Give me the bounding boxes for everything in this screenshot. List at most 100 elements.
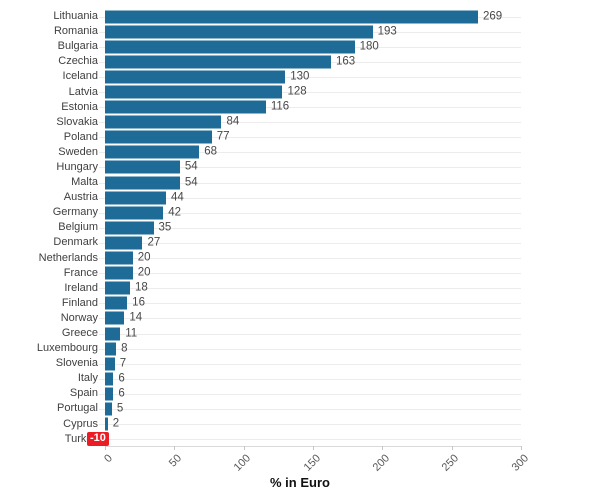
bar [105,206,164,220]
x-tick-label: 250 [439,452,462,474]
x-tick-label: 100 [231,452,254,474]
row-gridline [99,182,521,184]
x-tick-label: 150 [301,452,323,474]
chart-row: Ireland 18 [0,281,600,296]
bar-track: 16 [99,296,521,311]
bar-track: 6 [99,386,521,401]
bar [105,10,478,24]
value-label: 6 [118,372,125,385]
category-label: Malta [71,176,98,189]
chart-row: Estonia 116 [0,100,600,115]
row-gridline [99,439,521,441]
value-label: 5 [116,402,124,415]
category-label: Belgium [58,221,98,234]
value-label: 20 [137,266,151,279]
chart-row: Lithuania 269 [0,9,600,24]
value-label: 163 [336,55,356,68]
row-gridline [99,76,521,78]
row-gridline [99,122,521,124]
chart-row: Spain 6 [0,386,600,401]
category-label: Norway [60,311,98,324]
chart-row: Slovenia 7 [0,356,600,371]
row-gridline [99,408,521,410]
category-label: Turkey [64,432,98,445]
bar-track: 128 [99,84,521,99]
bar [105,160,180,174]
value-label: 20 [137,251,151,264]
bar-track: 269 [99,9,521,24]
bar-track: 5 [99,401,521,416]
value-label: 11 [125,326,138,339]
row-gridline [99,378,521,380]
bar-track: 42 [99,205,521,220]
bar-track: 77 [99,130,521,145]
row-gridline [99,273,521,275]
value-label: 180 [359,39,379,52]
bar [105,176,180,190]
bar-track: 18 [99,281,521,296]
row-gridline [99,167,521,169]
value-label: 77 [216,130,230,143]
bar-track: -10 [87,432,521,447]
category-label: Estonia [61,100,98,113]
bar [105,311,125,325]
bar-track: 163 [99,54,521,69]
category-label: Romania [53,25,98,38]
bar [105,221,154,235]
value-label: 6 [118,387,125,400]
category-label: Greece [61,327,98,340]
x-tick-label: 50 [166,452,185,470]
x-tick-mark [105,446,106,450]
row-gridline [99,92,521,94]
value-label: 54 [184,160,198,173]
chart-row: Denmark 27 [0,235,600,250]
chart-row: Italy 6 [0,371,600,386]
category-label: Slovakia [56,115,98,128]
row-gridline [99,137,521,139]
chart-row: Austria 44 [0,190,600,205]
bar [105,417,108,431]
bar [105,115,222,129]
bar-track: 7 [99,356,521,371]
chart-row: Hungary 54 [0,160,600,175]
bar-track: 54 [99,160,521,175]
row-gridline [99,303,521,305]
row-gridline [99,318,521,320]
bar [105,145,200,159]
category-label: Portugal [57,402,98,415]
category-label: Italy [77,372,98,385]
bar-track: 14 [99,311,521,326]
x-axis-title: % in Euro [270,475,330,490]
chart-row: Poland 77 [0,130,600,145]
bar [105,402,112,416]
value-label: 130 [290,70,310,83]
chart-row: Bulgaria 180 [0,39,600,54]
chart-row: Greece 11 [0,326,600,341]
bar-track: 35 [99,220,521,235]
bar [105,387,114,401]
bar [105,85,283,99]
value-label: 35 [158,221,172,234]
category-label: Germany [52,206,98,219]
bar [105,296,128,310]
bar [105,372,114,386]
category-label: Finland [61,296,98,309]
x-tick-mark [521,446,522,450]
bar [105,40,355,54]
chart-row: Sweden 68 [0,145,600,160]
category-label: Bulgaria [57,40,98,53]
row-gridline [99,212,521,214]
row-gridline [99,424,521,426]
bar-track: 130 [99,69,521,84]
row-gridline [99,348,521,350]
row-gridline [99,258,521,260]
bar [105,236,143,250]
category-label: Austria [63,191,98,204]
bar [105,251,133,265]
x-tick-mark [451,446,453,450]
value-label: 2 [112,417,120,430]
bar [105,55,332,69]
chart-row: Germany 42 [0,205,600,220]
category-label: Czechia [58,55,98,68]
